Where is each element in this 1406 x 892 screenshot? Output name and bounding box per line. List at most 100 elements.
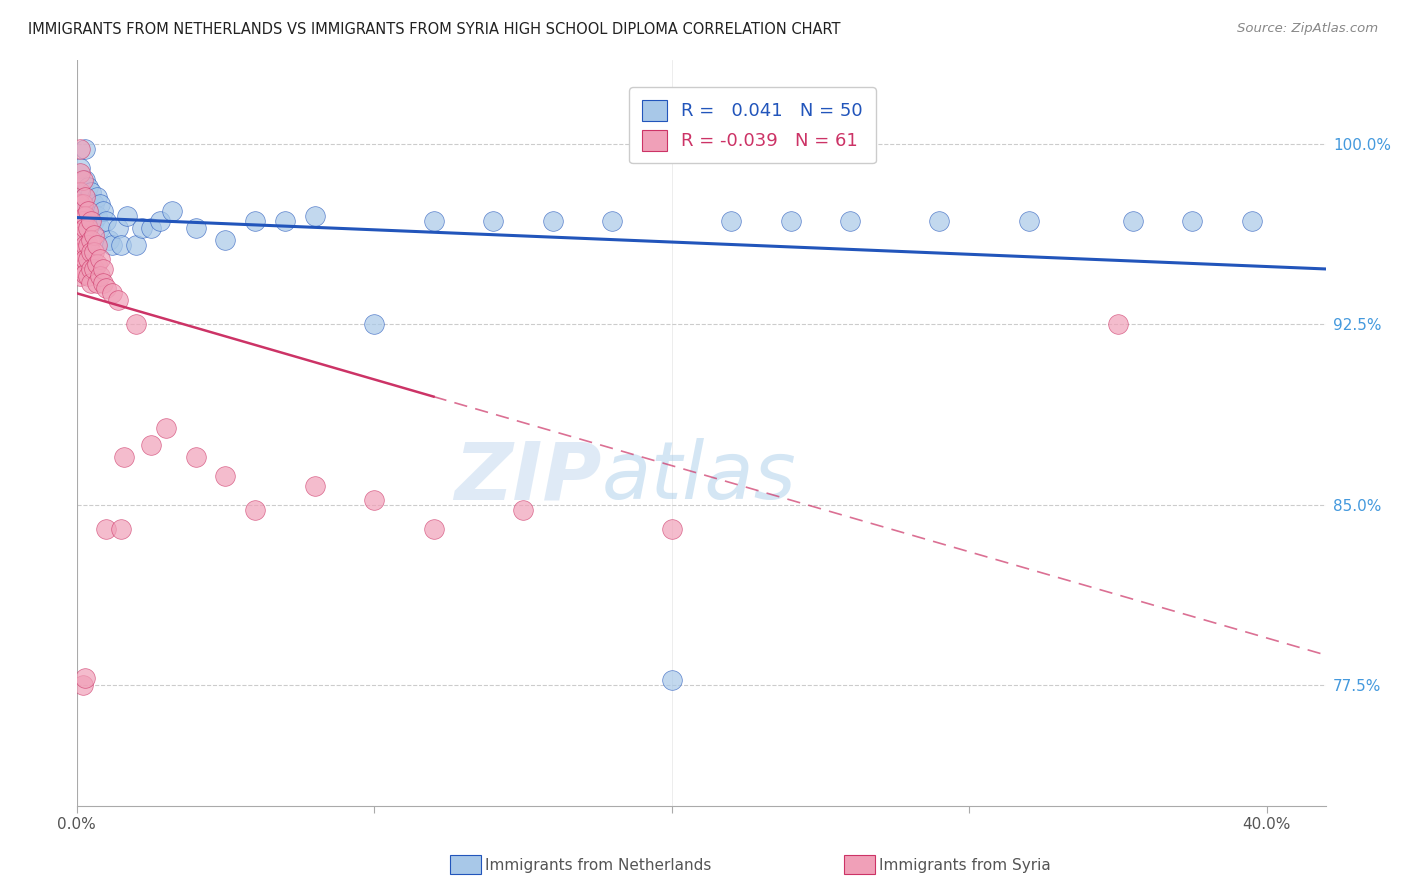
Point: [80, 245, 103, 260]
Point: [83, 245, 105, 260]
Point: [75, 221, 97, 235]
Point: [77, 204, 100, 219]
Point: [80, 262, 103, 277]
Point: [69, 197, 91, 211]
Point: [69, 233, 91, 247]
Point: [80, 214, 103, 228]
Point: [304, 478, 326, 492]
Point: [839, 214, 862, 228]
Point: [75, 173, 97, 187]
Point: [75, 190, 97, 204]
Point: [110, 522, 132, 536]
Point: [69, 185, 91, 199]
Point: [86, 190, 108, 204]
Point: [96, 281, 118, 295]
Point: [101, 238, 124, 252]
Point: [72, 262, 94, 277]
Point: [75, 209, 97, 223]
Point: [86, 257, 108, 271]
Point: [77, 180, 100, 194]
Point: [80, 204, 103, 219]
Point: [184, 450, 207, 464]
Point: [86, 238, 108, 252]
Text: Immigrants from Syria: Immigrants from Syria: [879, 858, 1050, 872]
Point: [69, 269, 91, 284]
Text: Immigrants from Netherlands: Immigrants from Netherlands: [485, 858, 711, 872]
Point: [125, 318, 148, 332]
Point: [149, 214, 172, 228]
Point: [80, 277, 103, 291]
Text: ZIP: ZIP: [454, 438, 602, 516]
Point: [1240, 214, 1263, 228]
Text: atlas: atlas: [602, 438, 796, 516]
Point: [160, 204, 183, 219]
Text: IMMIGRANTS FROM NETHERLANDS VS IMMIGRANTS FROM SYRIA HIGH SCHOOL DIPLOMA CORRELA: IMMIGRANTS FROM NETHERLANDS VS IMMIGRANT…: [28, 22, 841, 37]
Point: [69, 197, 91, 211]
Point: [512, 502, 534, 516]
Point: [72, 245, 94, 260]
Point: [69, 214, 91, 228]
Point: [72, 228, 94, 243]
Point: [83, 197, 105, 211]
Point: [661, 673, 683, 688]
Point: [720, 214, 742, 228]
Point: [75, 238, 97, 252]
Point: [482, 214, 505, 228]
Point: [1107, 318, 1129, 332]
Point: [107, 221, 129, 235]
Point: [80, 214, 103, 228]
Point: [77, 214, 100, 228]
Point: [363, 318, 385, 332]
Point: [75, 142, 97, 156]
Point: [77, 252, 100, 267]
Point: [91, 204, 114, 219]
Point: [83, 262, 105, 277]
Point: [1181, 214, 1204, 228]
Point: [422, 522, 444, 536]
Point: [80, 185, 103, 199]
Point: [96, 522, 118, 536]
Point: [928, 214, 950, 228]
Point: [77, 269, 100, 284]
Point: [69, 245, 91, 260]
Point: [363, 493, 385, 508]
Point: [72, 197, 94, 211]
Point: [101, 286, 124, 301]
Point: [96, 214, 118, 228]
Point: [89, 197, 111, 211]
Point: [75, 671, 97, 685]
Point: [274, 214, 297, 228]
Point: [89, 269, 111, 284]
Point: [1018, 214, 1040, 228]
Point: [110, 238, 132, 252]
Point: [112, 450, 135, 464]
Point: [69, 257, 91, 271]
Point: [139, 437, 162, 451]
Point: [86, 209, 108, 223]
Point: [75, 252, 97, 267]
Point: [89, 252, 111, 267]
Point: [69, 161, 91, 175]
Point: [72, 678, 94, 692]
Point: [779, 214, 801, 228]
Point: [214, 469, 236, 483]
Point: [304, 209, 326, 223]
Point: [72, 197, 94, 211]
Point: [75, 190, 97, 204]
Point: [422, 214, 444, 228]
Point: [91, 277, 114, 291]
Point: [77, 238, 100, 252]
Point: [661, 522, 683, 536]
Point: [139, 221, 162, 235]
Point: [98, 233, 121, 247]
Point: [83, 228, 105, 243]
Point: [72, 214, 94, 228]
Point: [83, 214, 105, 228]
Point: [77, 221, 100, 235]
Point: [214, 233, 236, 247]
Point: [72, 173, 94, 187]
Point: [184, 221, 207, 235]
Point: [89, 221, 111, 235]
Point: [72, 228, 94, 243]
Point: [86, 277, 108, 291]
